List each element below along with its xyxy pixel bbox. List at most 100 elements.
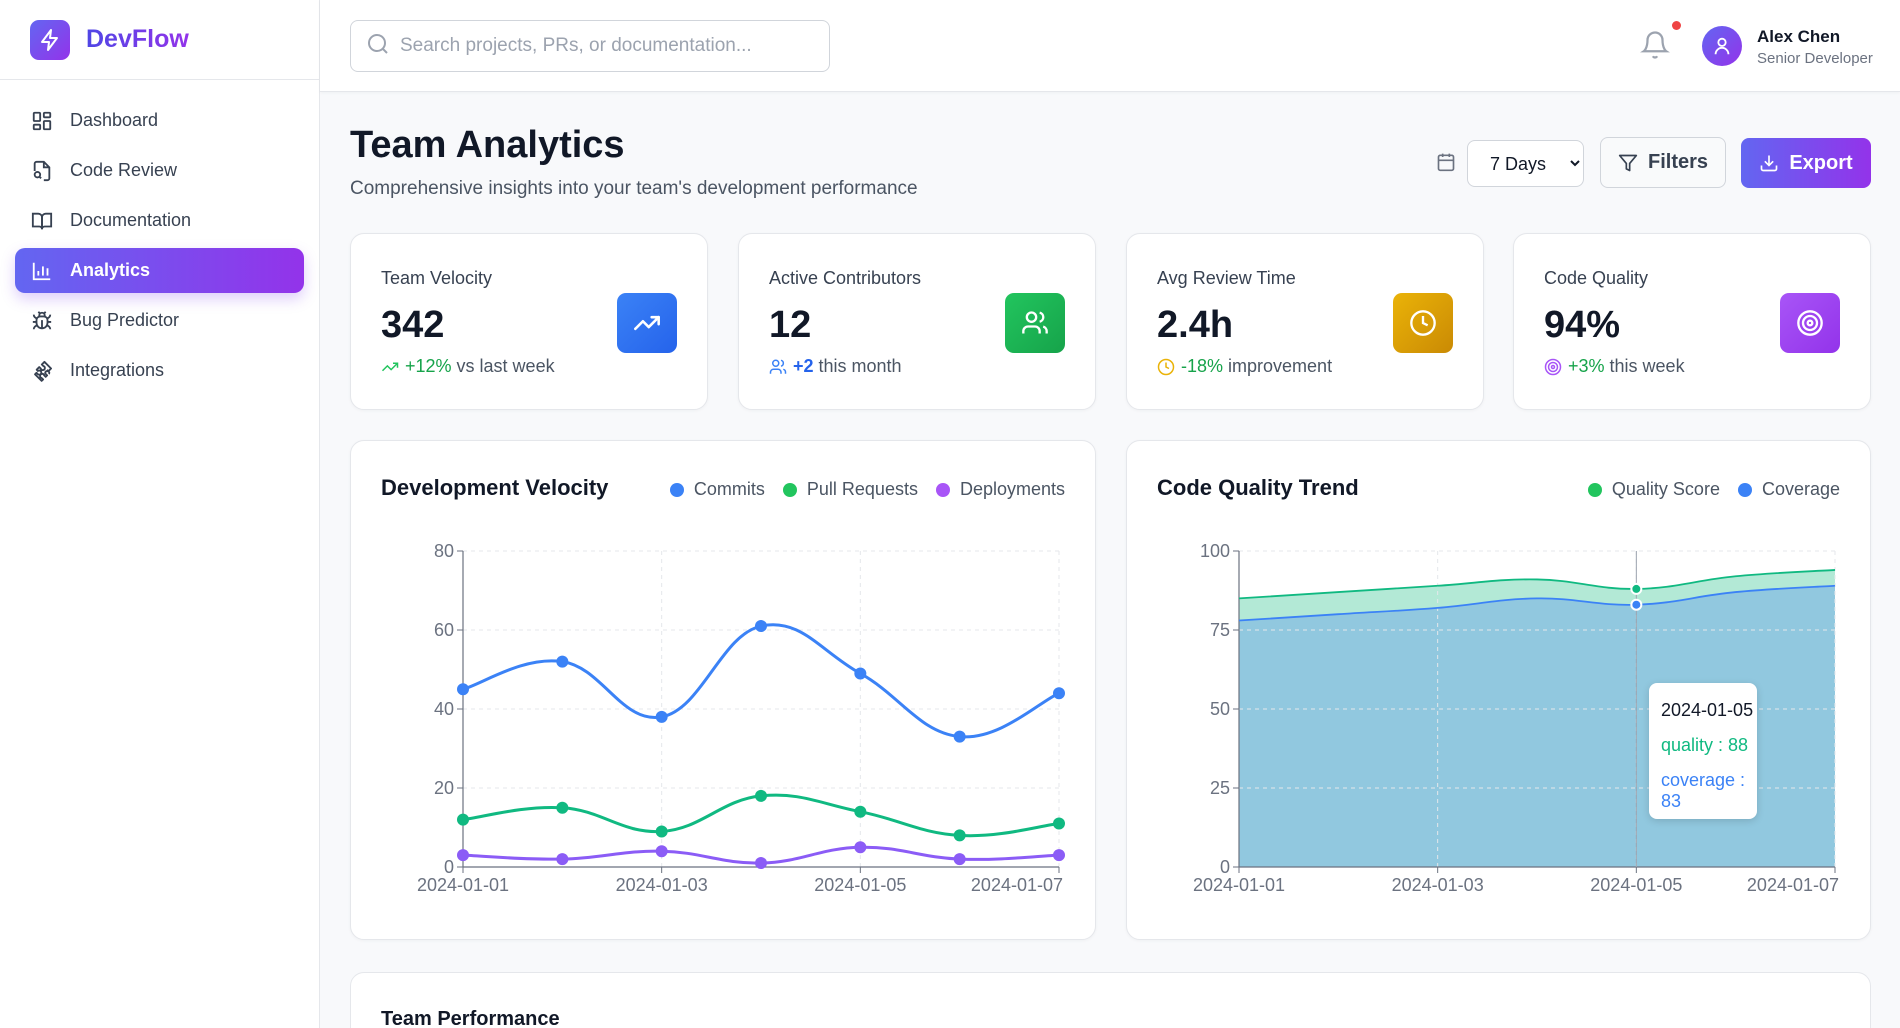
book-open-icon — [30, 209, 54, 233]
stat-value: 342 — [381, 304, 445, 346]
date-range-select[interactable]: 7 Days — [1467, 140, 1584, 187]
x-tick-label: 2024-01-03 — [1392, 875, 1484, 895]
calendar-icon — [1436, 152, 1456, 177]
sidebar-item-label: Integrations — [70, 360, 165, 380]
filters-label: Filters — [1647, 151, 1709, 173]
data-point — [556, 801, 569, 814]
trend-text: this month — [818, 356, 902, 376]
stat-card-active-contributors: Active Contributors 12 +2 this month — [738, 233, 1096, 410]
data-point — [556, 853, 569, 866]
legend-dot — [669, 482, 684, 497]
x-tick-label: 2024-01-07 — [1747, 875, 1839, 895]
x-tick-label: 2024-01-01 — [1193, 875, 1285, 895]
page-subtitle: Comprehensive insights into your team's … — [350, 178, 918, 199]
legend-label: Deployments — [959, 479, 1065, 499]
sidebar-item-analytics[interactable]: Analytics — [15, 248, 304, 293]
trend-value: +12% — [405, 356, 452, 376]
data-point — [755, 857, 767, 870]
x-tick-label: 2024-01-07 — [971, 875, 1063, 895]
trend-text: vs last week — [456, 356, 555, 376]
data-point — [1053, 687, 1065, 700]
data-point — [953, 730, 966, 743]
stat-label: Avg Review Time — [1157, 268, 1296, 288]
legend-item-deployments[interactable]: Deployments — [935, 479, 1065, 500]
active-point-quality — [1630, 582, 1643, 595]
brand[interactable]: DevFlow — [0, 0, 319, 80]
search-input[interactable] — [400, 35, 820, 57]
sidebar-item-bug-predictor[interactable]: Bug Predictor — [15, 298, 304, 343]
trending-up-icon — [617, 293, 677, 353]
sidebar-item-integrations[interactable]: Integrations — [15, 348, 304, 393]
trend-value: +2 — [793, 356, 814, 376]
trend-value: -18% — [1181, 356, 1224, 376]
sidebar: DevFlow Dashboard Code Review Documentat… — [0, 0, 320, 1028]
user-name: Alex Chen — [1757, 27, 1841, 46]
data-point — [556, 655, 569, 668]
stat-trend: +12% vs last week — [381, 356, 555, 377]
x-tick-label: 2024-01-05 — [1590, 875, 1682, 895]
y-tick-label: 80 — [434, 541, 454, 561]
sidebar-nav: Dashboard Code Review Documentation Anal… — [0, 80, 319, 393]
lightning-bolt-icon — [30, 19, 70, 60]
sidebar-item-label: Code Review — [70, 160, 178, 180]
sidebar-item-label: Bug Predictor — [70, 310, 180, 330]
clock-icon — [1157, 358, 1175, 376]
sidebar-item-label: Analytics — [70, 260, 151, 280]
clock-icon — [1393, 293, 1453, 353]
file-search-icon — [30, 159, 54, 183]
users-icon — [769, 358, 787, 376]
y-tick-label: 40 — [434, 699, 454, 719]
data-point — [655, 845, 668, 858]
data-point — [755, 789, 767, 802]
page-title: Team Analytics — [350, 124, 625, 166]
tooltip-date: 2024-01-05 — [1661, 700, 1754, 720]
data-point — [953, 853, 966, 866]
stat-label: Team Velocity — [381, 268, 493, 288]
filters-button[interactable]: Filters — [1600, 137, 1726, 188]
legend-label: Pull Requests — [806, 479, 918, 499]
export-button[interactable]: Export — [1741, 138, 1871, 188]
sidebar-item-documentation[interactable]: Documentation — [15, 198, 304, 243]
y-tick-label: 20 — [434, 778, 454, 798]
legend-dot — [1737, 482, 1752, 497]
data-point — [655, 825, 668, 838]
legend-item-commits[interactable]: Commits — [669, 479, 765, 500]
section-title: Team Performance — [381, 1008, 560, 1028]
trend-text: this week — [1609, 356, 1685, 376]
sidebar-item-label: Documentation — [70, 210, 192, 230]
series-line-commits — [462, 623, 1060, 739]
y-tick-label: 25 — [1210, 778, 1230, 798]
download-icon — [1759, 153, 1779, 173]
data-point — [457, 813, 469, 826]
stat-trend: +2 this month — [769, 356, 902, 377]
tooltip-coverage: coverage : 83 — [1661, 770, 1746, 811]
legend-label: Commits — [693, 479, 765, 499]
user-role: Senior Developer — [1757, 50, 1873, 67]
sidebar-item-label: Dashboard — [70, 110, 159, 130]
y-tick-label: 60 — [434, 620, 454, 640]
stat-value: 94% — [1544, 304, 1621, 346]
legend-item-quality-score[interactable]: Quality Score — [1587, 479, 1720, 500]
search-box[interactable] — [350, 20, 830, 72]
chart-title: Development Velocity — [381, 475, 609, 500]
y-tick-label: 0 — [444, 857, 454, 877]
stat-label: Code Quality — [1544, 268, 1649, 288]
y-tick-label: 75 — [1210, 620, 1230, 640]
sidebar-item-code-review[interactable]: Code Review — [15, 148, 304, 193]
chart-legend: Quality Score Coverage — [1570, 479, 1840, 500]
data-point — [1053, 849, 1065, 862]
quality-chart: 0 25 50 75 100 2024-01-01 2024-01-03 2024-01-05… — [1193, 541, 1839, 895]
y-tick-label: 100 — [1200, 541, 1230, 561]
legend-item-coverage[interactable]: Coverage — [1737, 479, 1840, 500]
chart-tooltip: 2024-01-05 quality : 88 coverage : 83 — [1649, 683, 1757, 819]
bell-icon[interactable] — [1640, 30, 1670, 62]
stat-trend: -18% improvement — [1157, 356, 1332, 377]
avatar[interactable] — [1702, 26, 1742, 66]
stat-card-team-velocity: Team Velocity 342 +12% vs last week — [350, 233, 708, 410]
legend-item-pull-requests[interactable]: Pull Requests — [782, 479, 918, 500]
notification-badge — [1672, 21, 1681, 30]
data-point — [854, 805, 867, 818]
data-point — [755, 620, 767, 633]
series-line-coverage — [1238, 584, 1836, 622]
sidebar-item-dashboard[interactable]: Dashboard — [15, 98, 304, 143]
